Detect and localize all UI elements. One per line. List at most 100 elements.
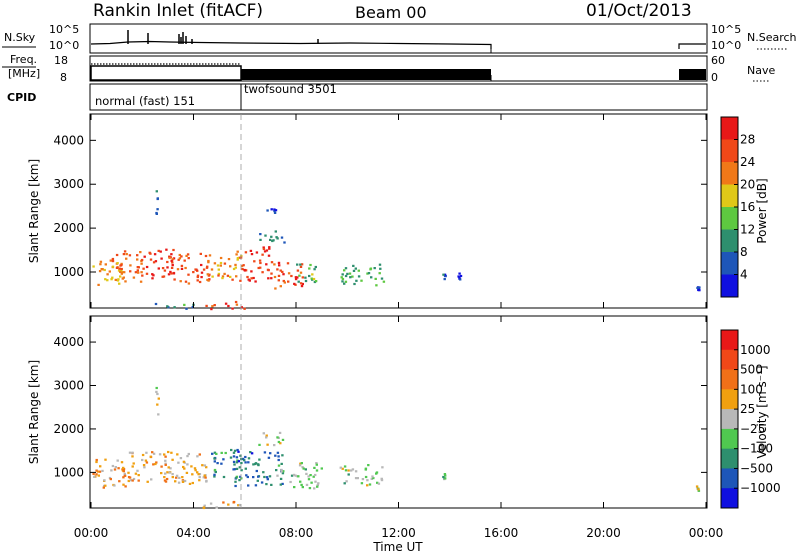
data-cell: [294, 278, 298, 281]
data-cell: [192, 271, 195, 274]
data-cell: [234, 263, 237, 266]
data-cell: [170, 253, 173, 256]
data-cell: [299, 271, 303, 274]
data-cell: [167, 450, 170, 454]
data-cell: [279, 285, 282, 288]
data-cell: [354, 477, 358, 480]
data-cell: [164, 462, 167, 465]
data-cell: [231, 278, 234, 281]
data-blob: [258, 431, 285, 447]
radar-title: Rankin Inlet (fitACF): [93, 1, 263, 21]
data-cell: [194, 469, 197, 472]
data-cell: [243, 307, 246, 310]
data-cell: [357, 275, 361, 278]
data-cell: [261, 271, 264, 274]
data-cell: [364, 475, 368, 479]
nsky-frame: [89, 23, 708, 54]
data-cell: [357, 269, 360, 272]
data-cell: [274, 454, 277, 457]
data-cell: [219, 264, 222, 267]
x-tick-label: 04:00: [176, 526, 211, 540]
data-cell: [142, 464, 146, 467]
data-cell: [183, 259, 186, 262]
data-cell: [176, 268, 180, 271]
data-cell: [145, 461, 149, 464]
data-cell: [294, 276, 298, 279]
data-cell: [241, 457, 245, 460]
data-cell: [294, 474, 297, 477]
data-cell: [159, 250, 162, 253]
data-cell: [160, 465, 163, 468]
data-cell: [216, 264, 220, 267]
data-cell: [373, 267, 376, 270]
data-cell: [131, 479, 134, 482]
data-cell: [213, 473, 216, 476]
power-frame: [89, 113, 708, 309]
data-cell: [343, 282, 346, 285]
data-cell: [221, 277, 224, 280]
data-cell: [120, 461, 124, 464]
data-cell: [158, 453, 162, 456]
data-cell: [152, 261, 156, 264]
data-cell: [103, 268, 106, 272]
data-cell: [176, 453, 179, 456]
data-cell: [164, 463, 167, 466]
nave-tick-bottom: 0: [711, 71, 718, 84]
data-cell: [375, 472, 378, 475]
data-cell: [208, 278, 211, 281]
data-cell: [299, 265, 303, 268]
data-cell: [352, 264, 355, 267]
data-cell: [314, 280, 318, 283]
data-cell: [265, 436, 268, 439]
data-cell: [132, 276, 136, 279]
data-cell: [276, 268, 279, 271]
data-cell: [280, 470, 283, 473]
x-tick-label: 00:00: [689, 526, 724, 540]
data-cell: [367, 272, 371, 275]
colorbar-tick-label: −25: [740, 422, 765, 436]
data-cell: [367, 464, 370, 467]
data-cell: [154, 462, 157, 466]
data-cell: [208, 254, 212, 257]
data-cell: [276, 451, 280, 454]
data-cell: [123, 250, 127, 253]
y-tick-label: 3000: [53, 177, 84, 191]
data-cell: [211, 275, 214, 278]
data-cell: [205, 266, 209, 269]
data-cell: [155, 212, 158, 215]
data-cell: [263, 250, 267, 253]
data-cell: [444, 477, 447, 480]
data-cell: [444, 474, 447, 477]
data-cell: [223, 262, 227, 265]
data-cell: [299, 480, 302, 483]
data-cell: [243, 269, 247, 272]
data-cell: [99, 465, 102, 468]
data-cell: [262, 471, 265, 474]
data-cell: [118, 480, 121, 483]
data-blob: [168, 252, 211, 285]
data-cell: [268, 246, 271, 249]
data-cell: [227, 503, 230, 506]
y-tick-label: 2000: [53, 422, 84, 436]
data-cell: [313, 466, 316, 469]
data-cell: [165, 248, 168, 251]
data-cell: [191, 473, 194, 476]
data-cell: [213, 468, 217, 472]
data-cell: [252, 463, 255, 466]
data-cell: [177, 258, 180, 261]
colorbar-tick-label: 1000: [740, 343, 771, 357]
data-cell: [144, 459, 148, 462]
data-cell: [281, 270, 284, 273]
data-cell: [143, 466, 146, 469]
data-cell: [298, 464, 302, 467]
data-cell: [258, 259, 262, 262]
nsky-right-tick-bottom: 10^0: [711, 39, 741, 52]
data-cell: [296, 263, 299, 266]
data-cell: [276, 474, 279, 477]
beam-label: Beam 00: [355, 3, 427, 22]
data-cell: [128, 451, 132, 454]
data-cell: [221, 275, 225, 278]
velocity-y-ticks: 1000 2000 3000 4000: [53, 335, 707, 479]
data-cell: [136, 258, 139, 261]
data-cell: [219, 256, 223, 260]
